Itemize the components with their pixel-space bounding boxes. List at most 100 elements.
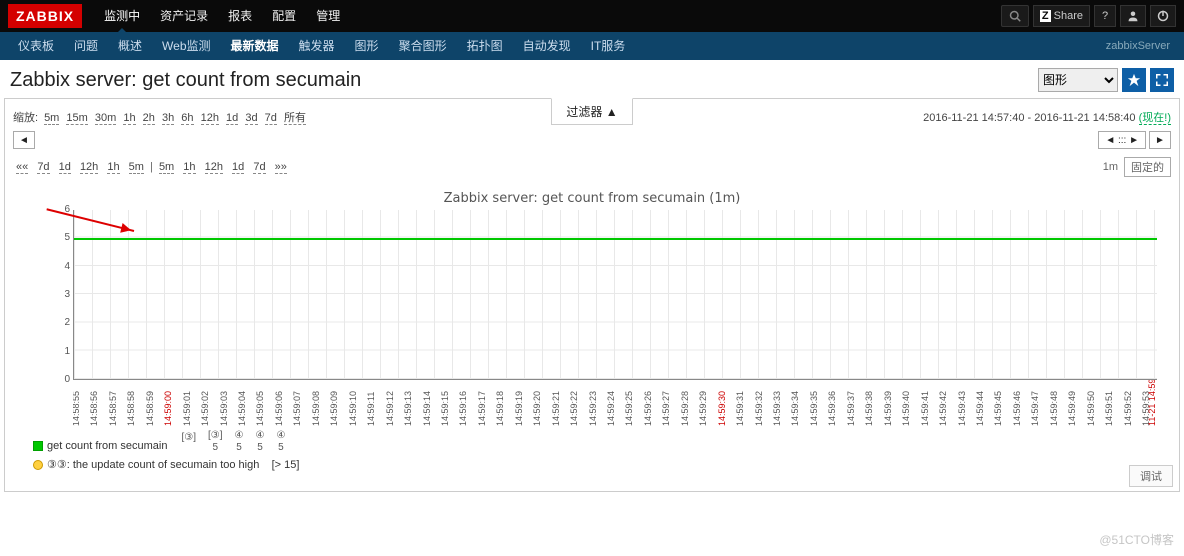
- navlink-8[interactable]: 1h: [183, 161, 195, 174]
- xtick: 14:59:09: [329, 391, 339, 426]
- xtick: 14:58:59: [145, 391, 155, 426]
- zoom-1h[interactable]: 1h: [123, 112, 135, 125]
- zoom-7d[interactable]: 7d: [265, 112, 277, 125]
- navlink-3[interactable]: 12h: [80, 161, 98, 174]
- navlink-1[interactable]: 7d: [37, 161, 49, 174]
- navlink-12[interactable]: »»: [275, 161, 287, 174]
- zoom-3d[interactable]: 3d: [245, 112, 257, 125]
- xtick: 14:59:31: [735, 391, 745, 426]
- topnav-1[interactable]: 资产记录: [150, 0, 218, 32]
- xtick: 14:59:36: [827, 391, 837, 426]
- navlink-0[interactable]: ««: [16, 161, 28, 174]
- xtick: 14:59:30: [717, 391, 727, 426]
- user-button[interactable]: [1120, 5, 1146, 27]
- zoom-opts: 5m 15m 30m 1h 2h 3h 6h 12h 1d 3d 7d 所有: [42, 109, 308, 125]
- xtick: 14:59:33: [772, 391, 782, 426]
- xtick: 14:59:24: [606, 391, 616, 426]
- navlink-11[interactable]: 7d: [253, 161, 265, 174]
- ytick: 1: [56, 346, 70, 357]
- ytick: 3: [56, 289, 70, 300]
- fullscreen-button[interactable]: [1150, 68, 1174, 92]
- zoom-5m[interactable]: 5m: [44, 112, 59, 125]
- y-axis: 6543210: [56, 204, 70, 385]
- zoom-6h[interactable]: 6h: [181, 112, 193, 125]
- xtick: 14:59:11: [366, 392, 376, 426]
- xtick: 14:59:12: [385, 391, 395, 426]
- chart-series-line: [74, 238, 1157, 240]
- xtick: 14:59:14: [422, 391, 432, 426]
- xtick-end: 11-21 14:59: [1147, 380, 1157, 426]
- topnav-0[interactable]: 监测中: [94, 0, 150, 32]
- xtick: 14:59:52: [1123, 391, 1133, 426]
- search-icon: [1009, 10, 1021, 22]
- subnav-7[interactable]: 聚合图形: [389, 32, 457, 60]
- xtick: 14:59:16: [458, 391, 468, 426]
- topnav-3[interactable]: 配置: [262, 0, 306, 32]
- zoom-1d[interactable]: 1d: [226, 112, 238, 125]
- help-button[interactable]: ?: [1094, 5, 1116, 27]
- zoom-15m[interactable]: 15m: [66, 112, 87, 125]
- subnav-10[interactable]: IT服务: [581, 32, 636, 60]
- subnav-items: 仪表板问题概述Web监测最新数据触发器图形聚合图形拓扑图自动发现IT服务: [8, 32, 635, 60]
- xtick: 14:59:50: [1086, 391, 1096, 426]
- zoom-12h[interactable]: 12h: [201, 112, 219, 125]
- fixed-label[interactable]: 固定的: [1124, 157, 1171, 177]
- search-button[interactable]: [1001, 5, 1029, 27]
- xtick: 14:59:25: [624, 391, 634, 426]
- subnav-3[interactable]: Web监测: [152, 32, 220, 60]
- legend-item-label: get count from secumain: [47, 440, 167, 452]
- subnav-8[interactable]: 拓扑图: [457, 32, 513, 60]
- legend-stat: ④5: [235, 430, 244, 454]
- logo[interactable]: ZABBIX: [8, 4, 82, 28]
- zoom-2h[interactable]: 2h: [143, 112, 155, 125]
- subnav-6[interactable]: 图形: [345, 32, 389, 60]
- navlink-2[interactable]: 1d: [59, 161, 71, 174]
- subnav-9[interactable]: 自动发现: [513, 32, 581, 60]
- navlink-7[interactable]: 5m: [159, 161, 174, 174]
- xtick: 14:59:15: [440, 391, 450, 426]
- xtick: 14:59:06: [274, 391, 284, 426]
- subnav-5[interactable]: 触发器: [289, 32, 345, 60]
- xtick: 14:58:58: [126, 391, 136, 426]
- xtick: 14:59:26: [643, 391, 653, 426]
- debug-button[interactable]: 调试: [1129, 465, 1173, 487]
- share-button[interactable]: ZShare: [1033, 5, 1090, 27]
- logout-button[interactable]: [1150, 5, 1176, 27]
- navlink-4[interactable]: 1h: [107, 161, 119, 174]
- subnav-1[interactable]: 问题: [64, 32, 108, 60]
- topnav-2[interactable]: 报表: [218, 0, 262, 32]
- navlink-5[interactable]: 5m: [129, 161, 144, 174]
- xtick: 14:59:37: [846, 391, 856, 426]
- xtick: 14:59:02: [200, 391, 210, 426]
- xtick: 14:59:08: [311, 391, 321, 426]
- legend-stat: [③]5: [208, 430, 223, 454]
- xtick: 14:59:44: [975, 391, 985, 426]
- zoom-30m[interactable]: 30m: [95, 112, 116, 125]
- view-select[interactable]: 图形: [1038, 68, 1118, 92]
- subnav-0[interactable]: 仪表板: [8, 32, 64, 60]
- xtick: 14:59:28: [680, 391, 690, 426]
- xtick: 14:59:13: [403, 391, 413, 426]
- chart-plot[interactable]: 6543210: [73, 210, 1157, 380]
- topbar: ZABBIX 监测中资产记录报表配置管理 ZShare ?: [0, 0, 1184, 32]
- legend-swatch-green: [33, 441, 43, 451]
- filter-toggle[interactable]: 过滤器 ▲: [551, 98, 632, 125]
- nav-prev[interactable]: ◄: [13, 131, 35, 149]
- chart-legend: get count from secumain [③][③]5④5④5④5 ③③…: [19, 426, 1165, 481]
- zoom-3h[interactable]: 3h: [162, 112, 174, 125]
- xtick: 14:59:42: [938, 391, 948, 426]
- ytick: 5: [56, 232, 70, 243]
- range-now[interactable]: (现在!): [1139, 112, 1171, 125]
- favorite-button[interactable]: [1122, 68, 1146, 92]
- legend-stats-hdr: [③]: [181, 430, 196, 454]
- topnav-4[interactable]: 管理: [306, 0, 350, 32]
- xtick: 14:59:00: [163, 391, 173, 426]
- subnav-4[interactable]: 最新数据: [221, 32, 289, 60]
- subnav-2[interactable]: 概述: [108, 32, 152, 60]
- navlink-10[interactable]: 1d: [232, 161, 244, 174]
- nav-next[interactable]: ►: [1149, 131, 1171, 149]
- main-panel: 过滤器 ▲ 缩放: 5m 15m 30m 1h 2h 3h 6h 12h 1d …: [4, 98, 1180, 492]
- nav-range-scrub[interactable]: ◄ ::: ►: [1098, 131, 1146, 149]
- zoom-所有[interactable]: 所有: [284, 112, 306, 125]
- navlink-9[interactable]: 12h: [205, 161, 223, 174]
